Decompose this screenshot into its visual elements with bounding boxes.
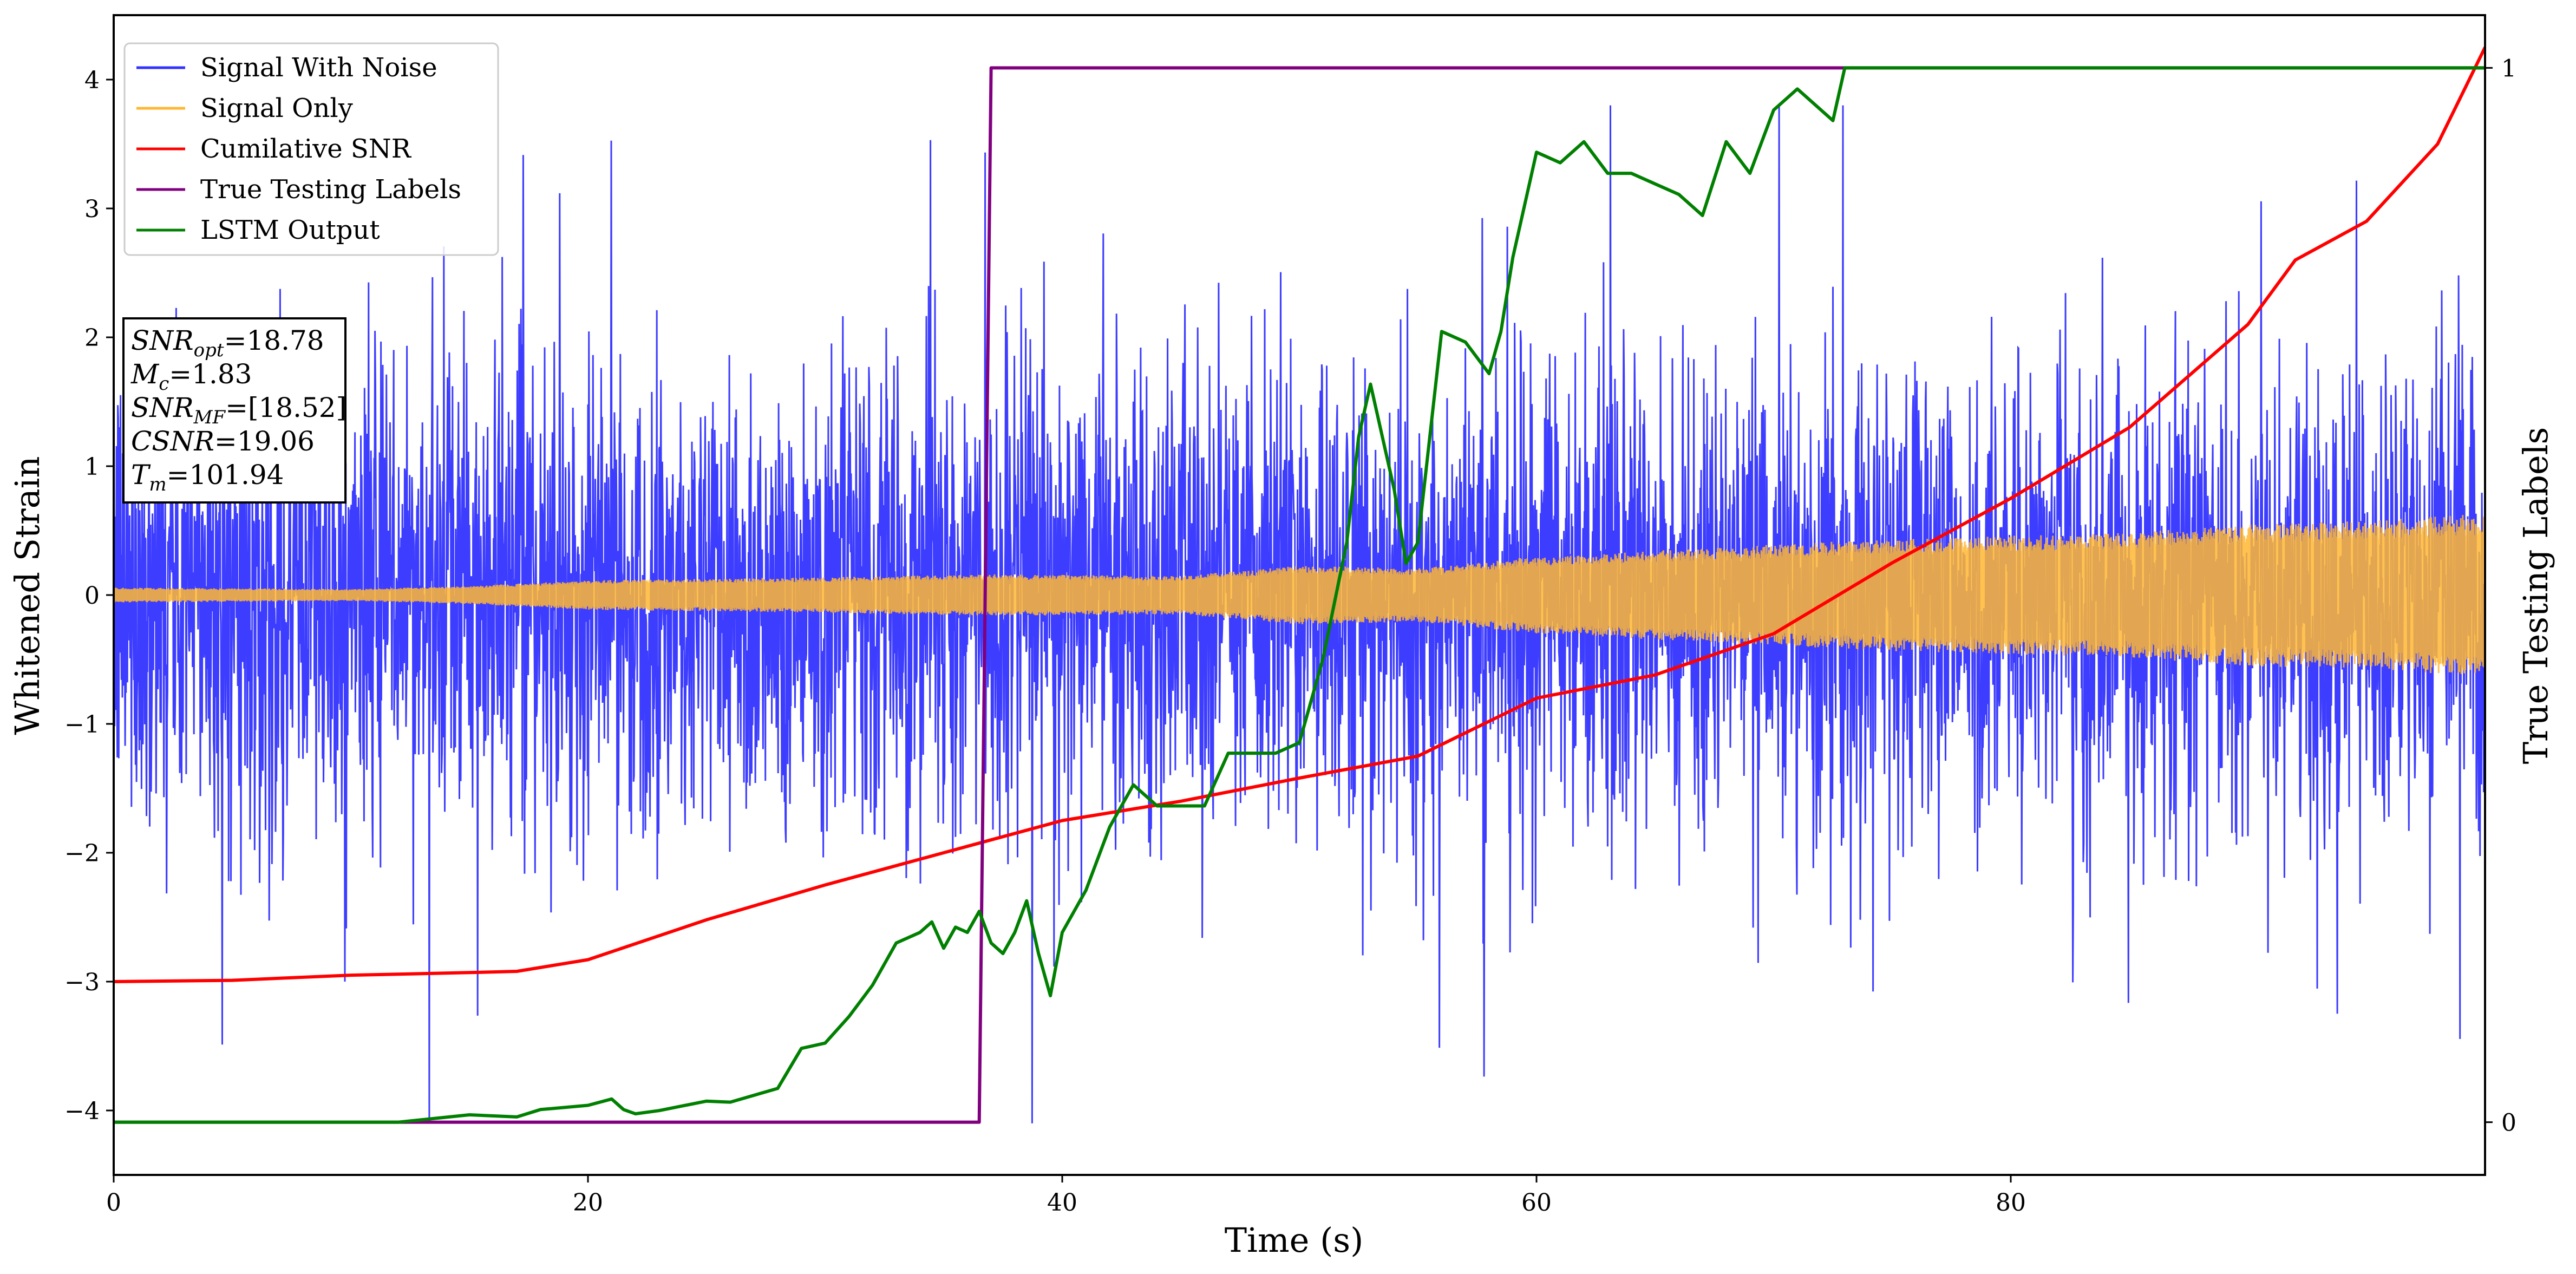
y-tick-label: 3 [84,195,100,223]
y-tick-label: 2 [84,324,100,352]
annotation-line: CSNR=19.06 [131,426,315,457]
y-tick-label: −2 [64,840,100,867]
y-tick-label: −4 [64,1097,100,1125]
y2-tick-label: 0 [2501,1109,2516,1137]
x-tick-label: 0 [106,1189,121,1217]
series-signal-only [114,515,2485,675]
y-tick-label: 1 [84,453,100,481]
y-tick-label: 4 [84,67,100,94]
legend-label: Signal With Noise [200,53,437,83]
legend-frame [123,42,499,256]
legend-label: True Testing Labels [200,174,461,205]
annotation-line: SNRMF=[18.52] [131,392,346,428]
legend-label: LSTM Output [200,215,380,245]
x-tick-label: 40 [1047,1189,1077,1217]
legend-label: Cumilative SNR [200,134,412,164]
y-tick-label: −1 [64,711,100,739]
plot-area [114,47,2485,1124]
series-true-testing-labels [114,66,2485,1124]
annotation-line: Tm=101.94 [131,459,284,495]
y2-axis-title: True Testing Labels [2516,427,2555,765]
annotation-box: SNRopt=18.78Mc=1.83SNRMF=[18.52]CSNR=19.… [122,317,346,504]
annotation-frame [122,317,346,504]
series-signal-with-noise [114,105,2485,1123]
x-tick-label: 60 [1521,1189,1552,1217]
y-axis-title: Whitened Strain [8,456,47,735]
x-tick-label: 20 [573,1189,603,1217]
y-tick-label: 0 [84,582,100,610]
annotation-line: Mc=1.83 [130,358,252,395]
annotation-line: SNRopt=18.78 [131,325,324,361]
x-axis-title: Time (s) [1225,1220,1364,1260]
y-tick-label: −3 [64,969,100,996]
legend-label: Signal Only [200,93,353,123]
y2-tick-label: 1 [2501,55,2516,82]
legend: Signal With Noise Signal Only Cumilative S… [123,42,499,256]
x-tick-label: 80 [1996,1189,2026,1217]
